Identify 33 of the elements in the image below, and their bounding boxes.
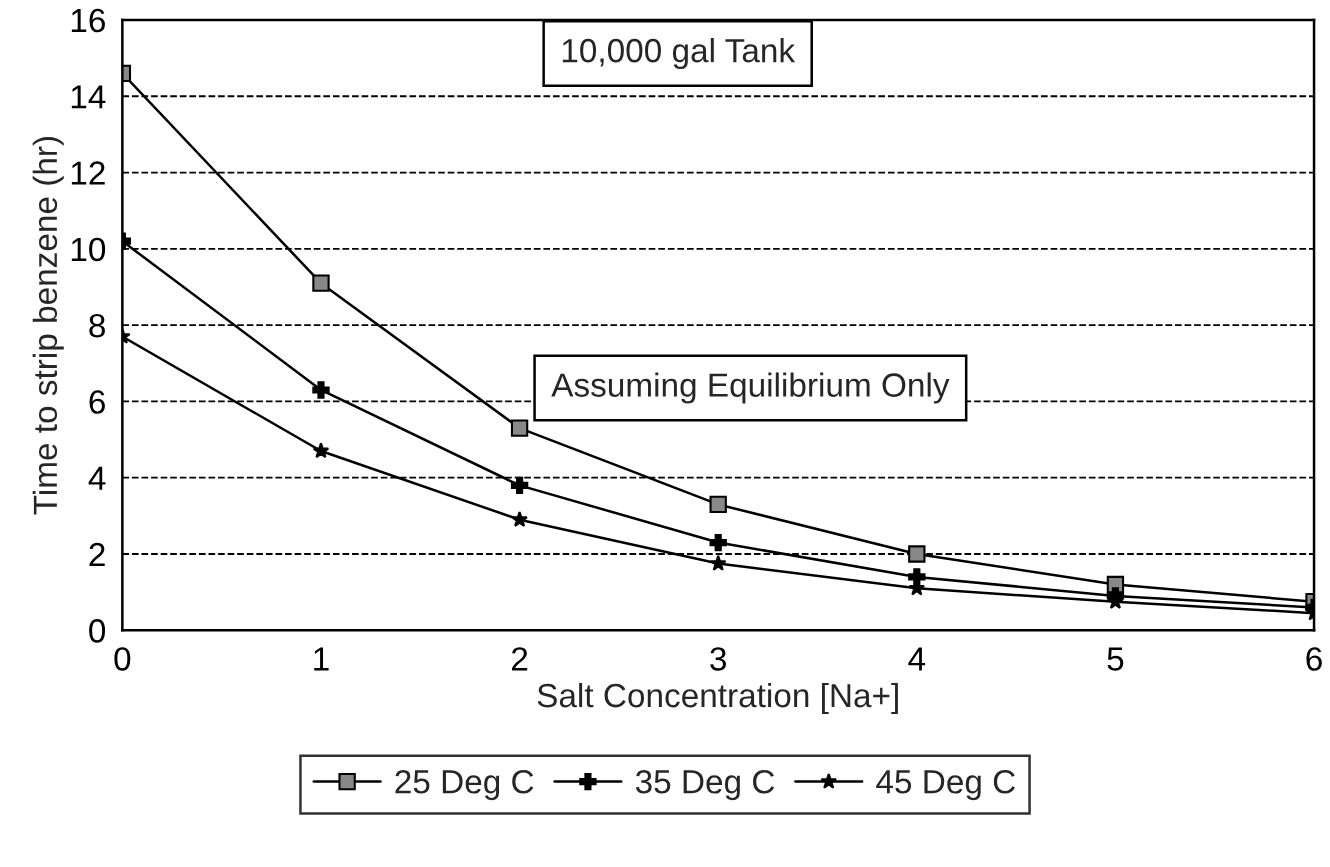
point xyxy=(709,495,727,514)
x-axis-title: Salt Concentration [Na+] xyxy=(537,682,898,714)
x-tick-label: 1 xyxy=(314,647,329,671)
point xyxy=(709,554,727,571)
annotation: 10,000 gal Tank xyxy=(562,37,796,70)
y-tick-label: 0 xyxy=(89,619,106,643)
y-tick-label: 10 xyxy=(71,237,106,262)
y-tick-label: 8 xyxy=(89,313,105,338)
legend-label: 45 Deg C xyxy=(876,769,1015,801)
x-tick-label: 3 xyxy=(710,647,726,671)
x-tick-label: 0 xyxy=(114,647,131,671)
y-tick-label: 4 xyxy=(88,466,106,490)
point xyxy=(908,545,926,563)
y-axis-title: Time to strip benzene (hr) xyxy=(32,136,64,515)
x-tick-label: 6 xyxy=(1306,647,1322,671)
point xyxy=(510,476,529,495)
y-tick-label: 12 xyxy=(71,161,105,185)
point xyxy=(312,274,330,292)
legend-label: 25 Deg C xyxy=(395,769,534,801)
legend-label: 35 Deg C xyxy=(635,769,775,801)
point xyxy=(511,510,528,527)
y-tick-label: 14 xyxy=(71,85,106,109)
x-tick-label: 2 xyxy=(512,647,528,671)
point xyxy=(312,442,330,459)
x-tick-label: 4 xyxy=(908,647,926,671)
point xyxy=(709,533,727,552)
y-tick-label: 2 xyxy=(89,542,105,567)
point xyxy=(312,381,330,399)
point xyxy=(510,419,529,437)
x-tick-label: 5 xyxy=(1107,647,1124,671)
y-tick-label: 6 xyxy=(89,390,105,414)
annotation: Assuming Equilibrium Only xyxy=(551,372,950,404)
y-tick-label: 16 xyxy=(71,8,105,33)
